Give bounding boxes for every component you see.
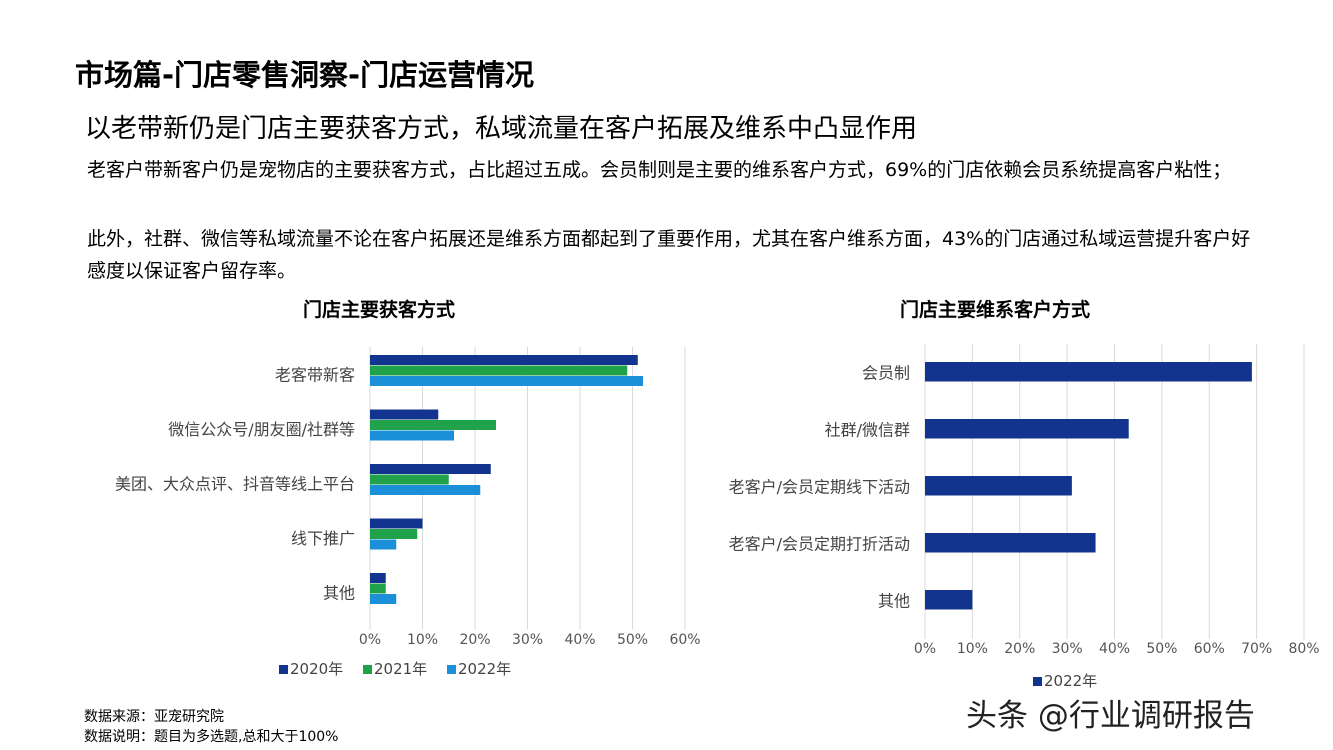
watermark-text: 头条 @行业调研报告 <box>966 698 1255 734</box>
acquisition-bar <box>370 529 418 539</box>
retention-x-tick-label: 60% <box>1194 641 1225 657</box>
retention-bar <box>925 476 1072 496</box>
page-title: 市场篇-门店零售洞察-门店运营情况 <box>75 58 535 92</box>
retention-x-tick-label: 80% <box>1288 641 1319 657</box>
retention-bar <box>925 590 973 610</box>
acquisition-bar <box>370 583 386 594</box>
paragraph-customer-acquisition: 老客户带新客户仍是宠物店的主要获客方式，占比超过五成。会员制则是主要的维系客户方… <box>87 159 1232 181</box>
acquisition-x-tick-label: 10% <box>407 632 438 648</box>
acquisition-x-tick-label: 60% <box>669 632 700 648</box>
retention-x-tick-label: 70% <box>1241 641 1272 657</box>
retention-x-tick-label: 0% <box>914 641 936 657</box>
acquisition-legend-swatch <box>279 665 288 674</box>
acquisition-x-tick-label: 30% <box>512 632 543 648</box>
acquisition-bar <box>370 355 638 365</box>
acquisition-bar <box>370 464 491 474</box>
retention-category-label: 社群/微信群 <box>825 421 910 440</box>
acquisition-category-label: 微信公众号/朋友圈/社群等 <box>168 420 355 439</box>
retention-bar <box>925 533 1096 553</box>
acquisition-legend-swatch <box>447 665 456 674</box>
acquisition-bar <box>370 485 481 495</box>
acquisition-x-tick-label: 0% <box>359 632 381 648</box>
acquisition-bar <box>370 539 397 550</box>
acquisition-x-tick-label: 50% <box>617 632 648 648</box>
acquisition-category-label: 其他 <box>323 583 355 602</box>
retention-legend-swatch <box>1033 677 1042 686</box>
retention-category-label: 老客户/会员定期打折活动 <box>729 535 910 554</box>
retention-category-label: 老客户/会员定期线下活动 <box>729 478 910 497</box>
retention-x-tick-label: 40% <box>1099 641 1130 657</box>
acquisition-x-tick-label: 20% <box>459 632 490 648</box>
paragraph-private-traffic: 此外，社群、微信等私域流量不论在客户拓展还是维系方面都起到了重要作用，尤其在客户… <box>87 228 1251 282</box>
acquisition-legend-label: 2021年 <box>374 660 427 678</box>
acquisition-bar <box>370 430 454 441</box>
retention-bar <box>925 362 1252 382</box>
retention-x-tick-label: 30% <box>1052 641 1083 657</box>
retention-bar <box>925 419 1129 439</box>
chart-title-retention: 门店主要维系客户方式 <box>900 299 1091 321</box>
page-subtitle: 以老带新仍是门店主要获客方式，私域流量在客户拓展及维系中凸显作用 <box>85 114 918 144</box>
data-description-note: 数据说明：题目为多选题,总和大于100% <box>84 729 339 745</box>
retention-x-tick-label: 20% <box>1004 641 1035 657</box>
retention-x-tick-label: 10% <box>957 641 988 657</box>
acquisition-bar <box>370 420 496 430</box>
acquisition-category-label: 线下推广 <box>291 529 355 548</box>
acquisition-bar <box>370 365 628 376</box>
acquisition-bar <box>370 376 643 386</box>
retention-x-tick-label: 50% <box>1146 641 1177 657</box>
acquisition-legend-label: 2020年 <box>290 660 343 678</box>
acquisition-category-label: 美团、大众点评、抖音等线上平台 <box>115 474 355 493</box>
retention-category-label: 会员制 <box>862 364 910 383</box>
chart-title-acquisition: 门店主要获客方式 <box>303 299 456 321</box>
data-source-note: 数据来源：亚宠研究院 <box>84 709 224 725</box>
retention-category-label: 其他 <box>878 592 910 611</box>
acquisition-bar <box>370 573 386 583</box>
acquisition-bar <box>370 518 423 529</box>
acquisition-category-label: 老客带新客 <box>275 365 355 384</box>
acquisition-x-tick-label: 40% <box>564 632 595 648</box>
acquisition-bar <box>370 409 439 420</box>
acquisition-bar <box>370 594 397 604</box>
acquisition-legend-label: 2022年 <box>458 660 511 678</box>
acquisition-bar <box>370 474 449 485</box>
acquisition-legend-swatch <box>363 665 372 674</box>
retention-legend-label: 2022年 <box>1044 672 1097 690</box>
